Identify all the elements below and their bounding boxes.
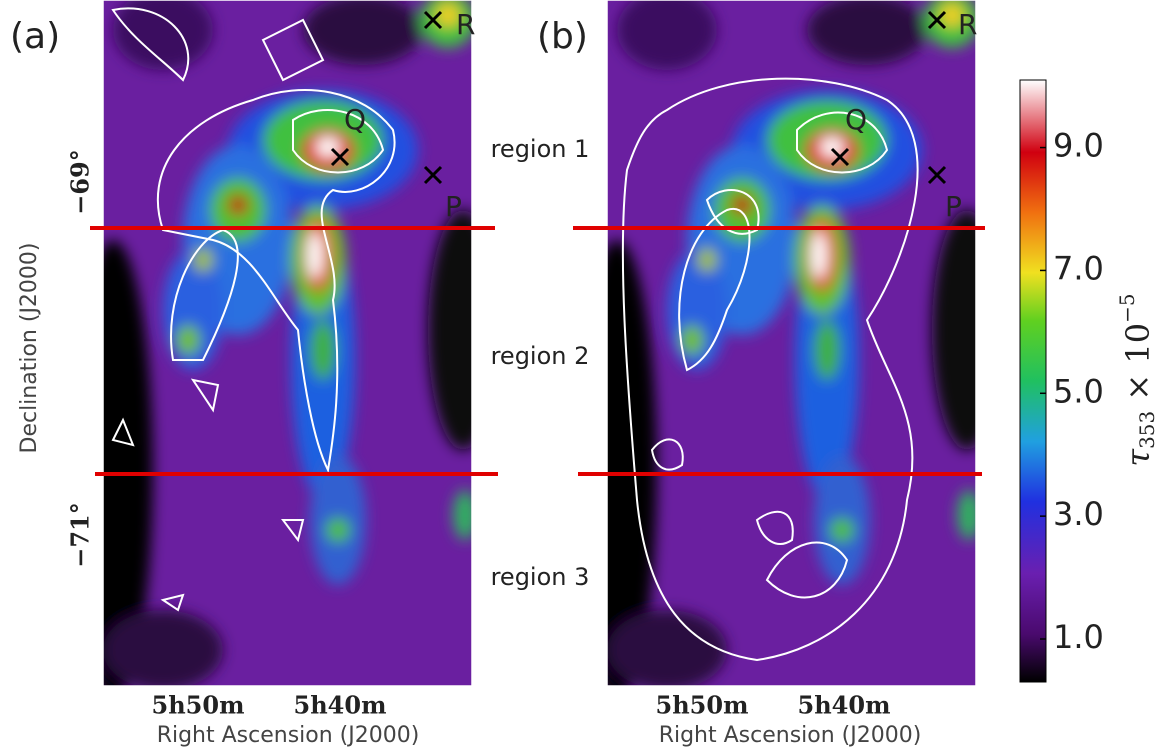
colorbar bbox=[1019, 79, 1047, 683]
x-axis-label: Right Ascension (J2000) bbox=[659, 723, 922, 748]
colorbar-tick-label: 9.0 bbox=[1053, 127, 1104, 165]
y-tick-label: −71° bbox=[66, 502, 95, 568]
marker-label: R bbox=[958, 8, 977, 41]
colorbar-ticks: 1.0 3.0 5.0 7.0 9.0 bbox=[1040, 127, 1104, 656]
marker-label: R bbox=[456, 8, 475, 41]
panel-label: (b) bbox=[537, 16, 588, 57]
x-axis-label: Right Ascension (J2000) bbox=[157, 723, 420, 748]
marker-label: Q bbox=[845, 103, 867, 136]
colorbar-tick-label: 7.0 bbox=[1053, 249, 1104, 287]
marker-label: P bbox=[445, 190, 462, 223]
x-tick-label: 5h50m bbox=[656, 691, 749, 720]
x-tick-label: 5h50m bbox=[152, 691, 245, 720]
marker-label: Q bbox=[344, 103, 366, 136]
x-tick-label: 5h40m bbox=[798, 691, 891, 720]
region-label: region 1 bbox=[491, 135, 590, 163]
colorbar-tick-label: 5.0 bbox=[1053, 372, 1104, 410]
colorbar-label: τ353 × 10−5 bbox=[1115, 293, 1159, 466]
panel-a bbox=[73, 0, 498, 700]
y-tick-label: −69° bbox=[66, 149, 95, 215]
x-tick-label: 5h40m bbox=[294, 691, 387, 720]
y-axis-label: Declination (J2000) bbox=[17, 243, 42, 454]
marker-label: P bbox=[945, 190, 962, 223]
panel-b bbox=[577, 0, 1002, 700]
panel-label: (a) bbox=[10, 16, 60, 57]
region-label: region 3 bbox=[491, 563, 590, 591]
region-label: region 2 bbox=[491, 342, 590, 370]
colorbar-tick-label: 3.0 bbox=[1053, 495, 1104, 533]
colorbar-tick-label: 1.0 bbox=[1053, 618, 1104, 656]
